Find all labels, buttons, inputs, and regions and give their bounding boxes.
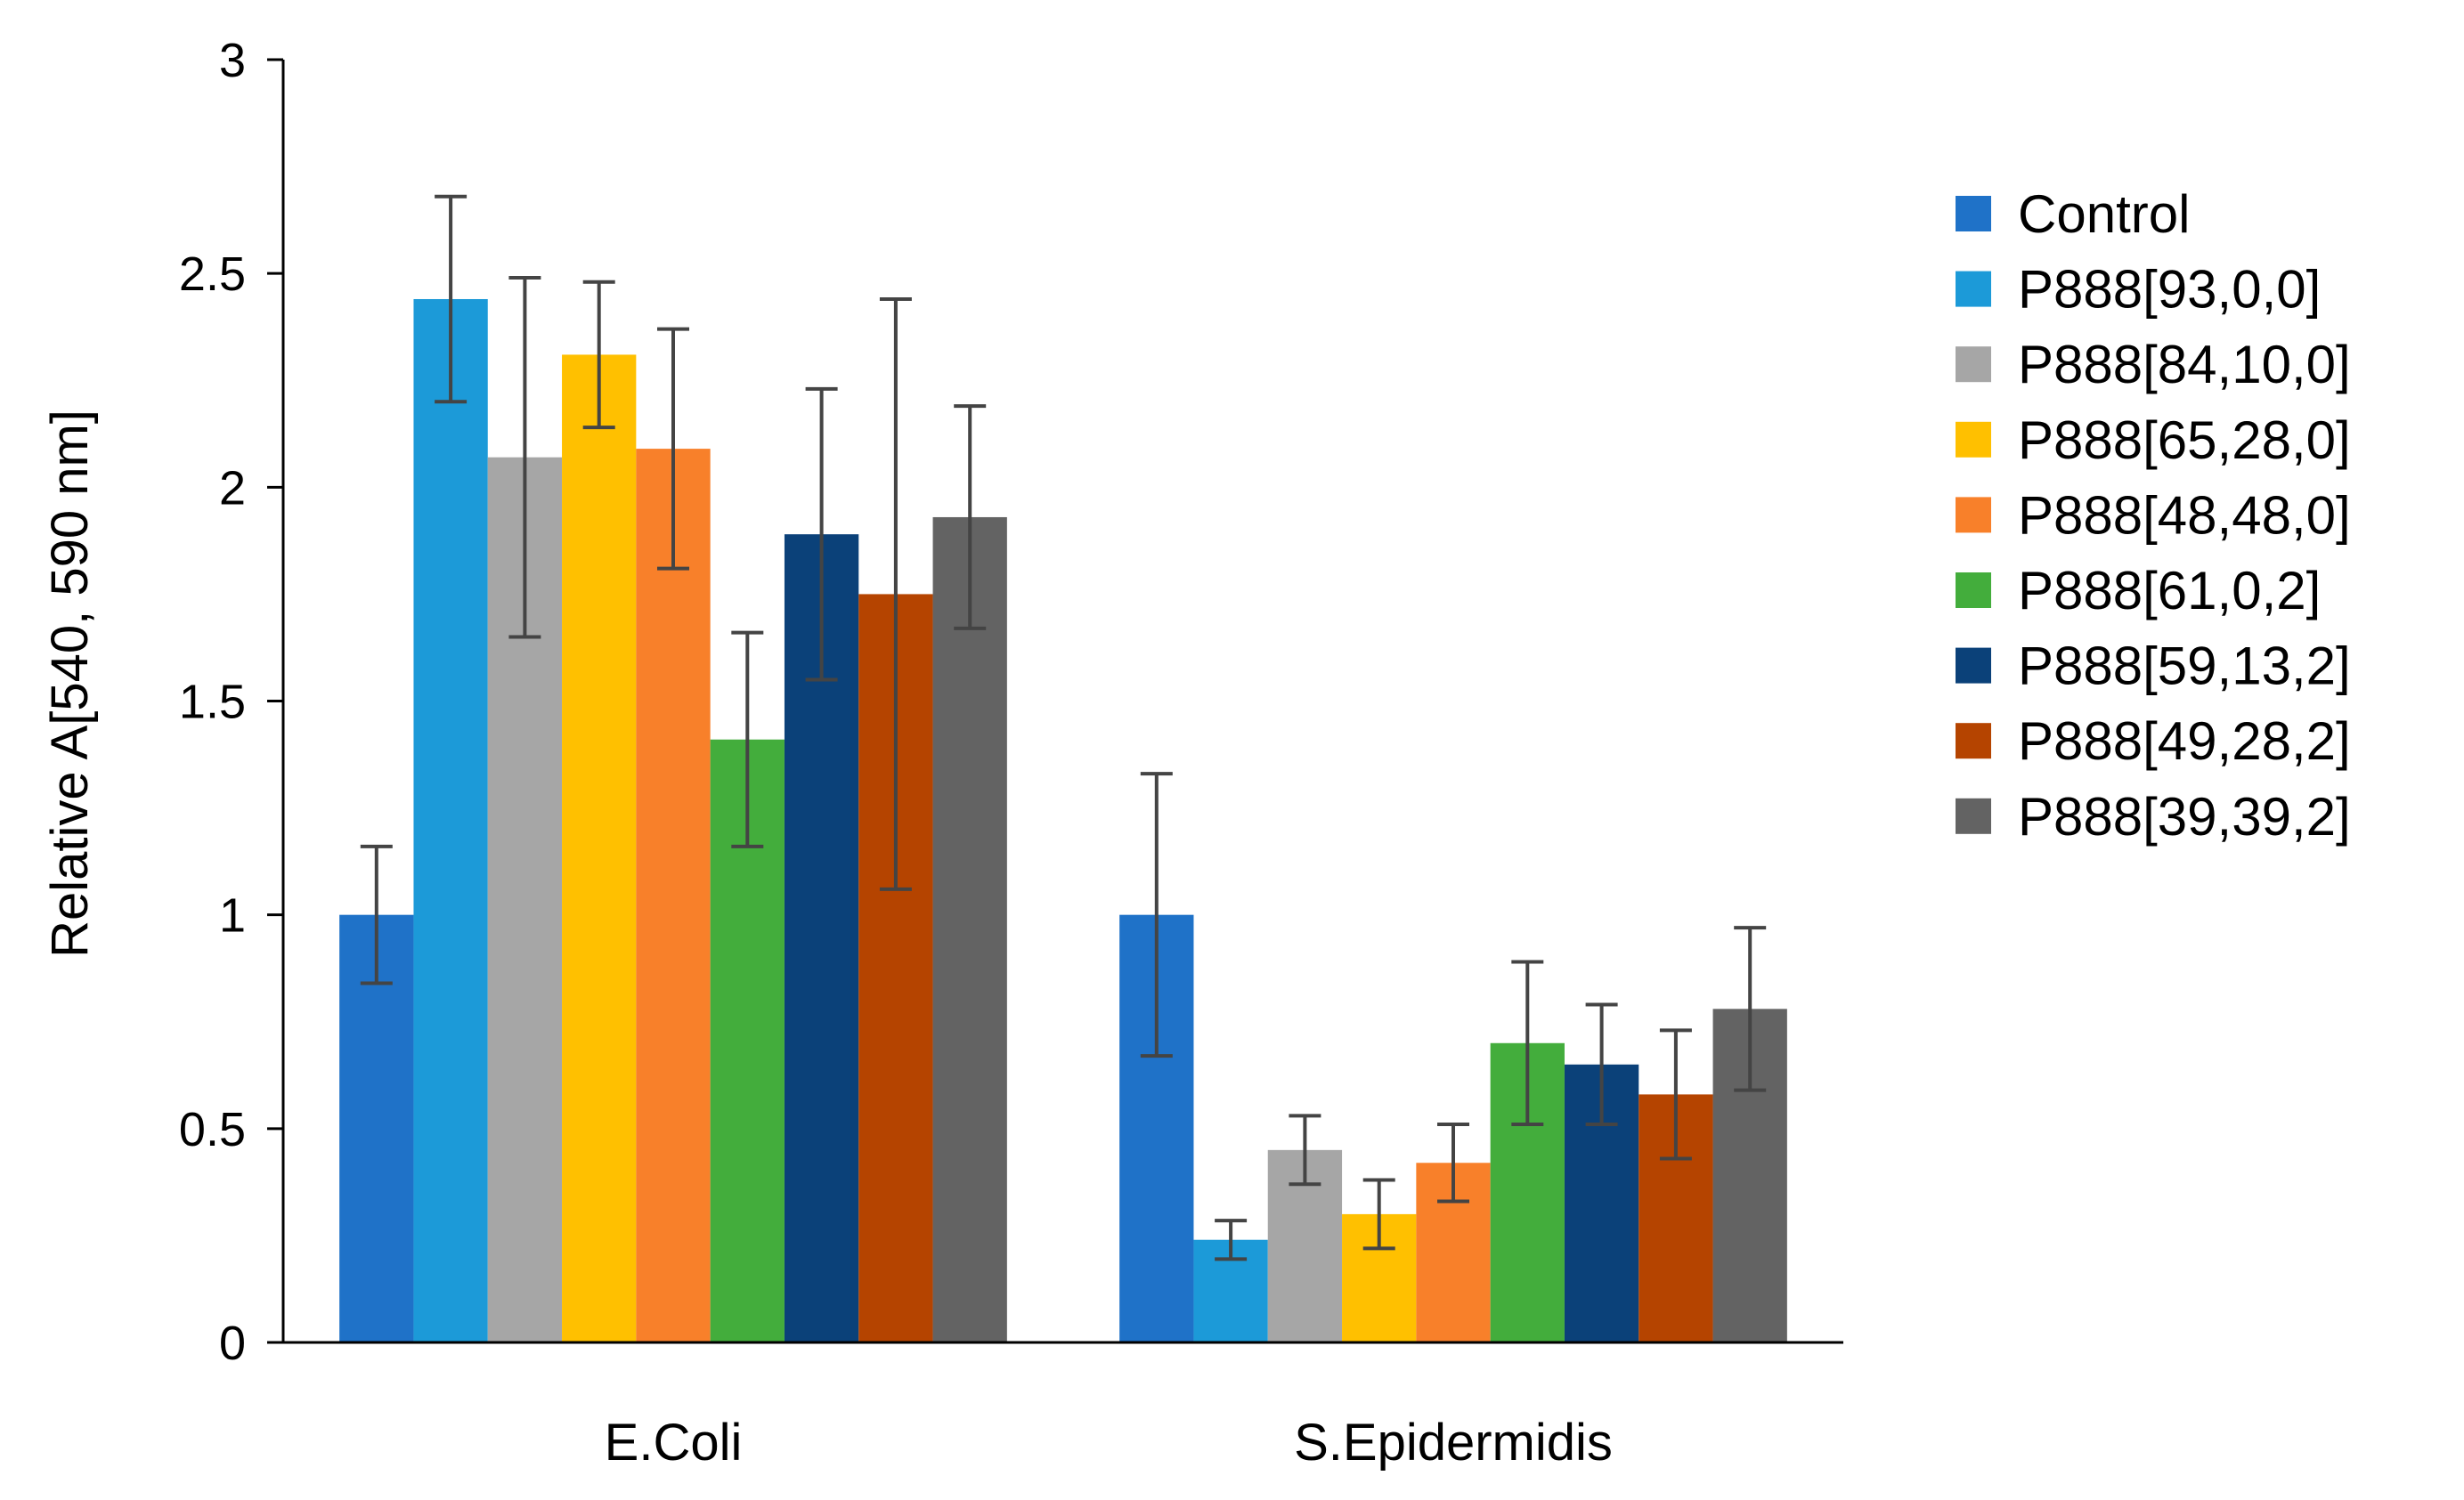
bar <box>636 449 711 1342</box>
legend-item: P888[93,0,0] <box>1956 260 2321 320</box>
legend-label: P888[84,10,0] <box>2018 335 2351 394</box>
y-tick-label: 3 <box>219 34 246 87</box>
legend: Control P888[93,0,0] P888[84,10,0] P888[65,… <box>1956 184 2351 847</box>
legend-item: Control <box>1956 184 2190 244</box>
y-tick-label: 1 <box>219 889 246 943</box>
bar <box>339 914 414 1342</box>
legend-label: Control <box>2018 184 2190 244</box>
legend-label: P888[48,48,0] <box>2018 485 2351 545</box>
legend-item: P888[59,13,2] <box>1956 636 2351 696</box>
legend-swatch <box>1956 271 1991 307</box>
legend-label: P888[49,28,2] <box>2018 711 2351 771</box>
legend-label: P888[61,0,2] <box>2018 561 2321 620</box>
legend-swatch <box>1956 497 1991 533</box>
legend-swatch <box>1956 346 1991 383</box>
y-tick-label: 2.5 <box>179 247 246 301</box>
y-tick-label: 2 <box>219 461 246 515</box>
legend-swatch <box>1956 572 1991 608</box>
bar <box>413 298 488 1342</box>
bar <box>932 516 1007 1342</box>
x-category-label: S.Epidermidis <box>1294 1414 1613 1472</box>
legend-swatch <box>1956 723 1991 759</box>
axes-layer: 0 0.5 1 1.5 2 2.5 3 E.Coli S.Epidermidis <box>179 34 1843 1472</box>
legend-swatch <box>1956 798 1991 834</box>
y-tick-label: 1.5 <box>179 676 246 729</box>
y-tick-label: 0.5 <box>179 1103 246 1156</box>
bars-layer <box>339 298 1787 1343</box>
legend-label: P888[59,13,2] <box>2018 636 2351 696</box>
legend-item: P888[61,0,2] <box>1956 561 2321 620</box>
error-bars-layer <box>360 194 1767 1261</box>
legend-item: P888[39,39,2] <box>1956 787 2351 847</box>
x-category-label: E.Coli <box>605 1414 743 1472</box>
legend-swatch <box>1956 196 1991 231</box>
legend-label: P888[65,28,0] <box>2018 410 2351 470</box>
legend-item: P888[84,10,0] <box>1956 335 2351 394</box>
legend-swatch <box>1956 647 1991 684</box>
legend-label: P888[39,39,2] <box>2018 787 2351 847</box>
legend-item: P888[65,28,0] <box>1956 410 2351 470</box>
legend-label: P888[93,0,0] <box>2018 260 2321 320</box>
legend-item: P888[48,48,0] <box>1956 485 2351 545</box>
legend-swatch <box>1956 421 1991 458</box>
legend-item: P888[49,28,2] <box>1956 711 2351 771</box>
y-axis-title: Relative A[540, 590 nm] <box>41 409 99 958</box>
y-tick-label: 0 <box>219 1317 246 1370</box>
bar <box>562 354 637 1343</box>
